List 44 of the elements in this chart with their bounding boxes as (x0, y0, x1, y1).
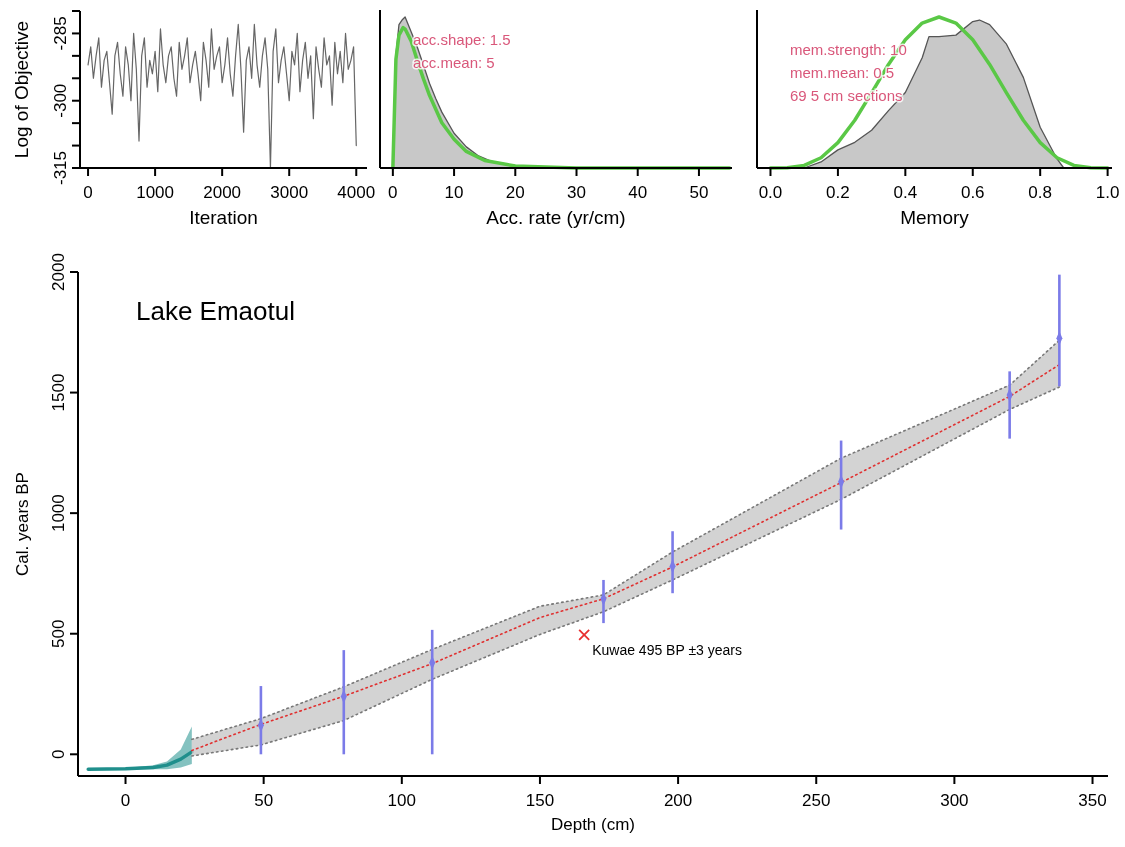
x-tick-label: 10 (444, 183, 464, 202)
x-tick-label: 200 (663, 791, 693, 810)
x-tick-label: 3000 (270, 183, 309, 202)
x-tick-label: 40 (628, 183, 648, 202)
x-tick-label: 300 (940, 791, 969, 810)
x-axis-title: Iteration (189, 207, 258, 228)
x-axis-title: Depth (cm) (550, 815, 636, 834)
y-tick-label: 2000 (49, 253, 68, 291)
x-tick-label: 50 (689, 183, 709, 202)
text: Lake Emaotul (136, 296, 295, 326)
y-tick-label: 1000 (49, 494, 68, 533)
x-axis-title: Memory (900, 207, 970, 228)
x-tick-label: 250 (802, 791, 831, 810)
line-series (86, 750, 194, 771)
x-tick-label: 0.6 (960, 183, 985, 202)
x-tick-label: 0 (120, 791, 131, 810)
y-tick-label: 500 (49, 619, 68, 648)
x-tick-label: 2000 (203, 183, 242, 202)
x-tick-label: 0 (83, 183, 93, 202)
x-tick-label: 350 (1078, 791, 1107, 810)
x-tick-label: 0.0 (758, 183, 783, 202)
x-tick-label: 0.8 (1028, 183, 1053, 202)
x-tick-label: 0.2 (826, 183, 850, 202)
x-tick-label: 1000 (136, 183, 175, 202)
y-tick-label: -285 (51, 16, 70, 51)
x-tick-label: 4000 (337, 183, 376, 202)
y-tick-label: 0 (49, 749, 68, 760)
x-axis-title: Acc. rate (yr/cm) (486, 207, 626, 228)
line-series (87, 23, 357, 169)
x-tick-label: 0 (388, 183, 398, 202)
x-tick-label: 0.4 (893, 183, 918, 202)
x-tick-label: 150 (525, 791, 555, 810)
y-axis-title: Cal. years BP (13, 472, 32, 576)
x-tick-label: 50 (254, 791, 274, 810)
x-tick-label: 30 (567, 183, 586, 202)
annotation: Kuwae 495 BP ±3 years (592, 641, 743, 658)
x-tick-label: 1.0 (1095, 183, 1120, 202)
x-tick-label: 100 (387, 791, 416, 810)
y-tick-label: -315 (51, 150, 70, 186)
y-tick-label: 1500 (49, 373, 68, 412)
x-tick-label: 20 (505, 183, 525, 202)
point (578, 629, 591, 641)
y-axis-title: Log of Objective (11, 20, 32, 159)
y-tick-label: -300 (51, 83, 70, 118)
